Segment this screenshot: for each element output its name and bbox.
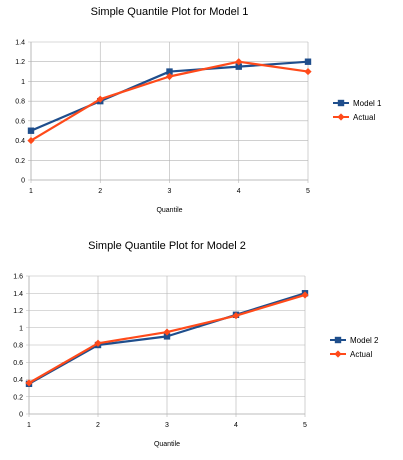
chart-2-legend: Model 2 Actual [330,336,379,359]
chart-1: Simple Quantile Plot for Model 1 0 0.2 0.4 0… [15,6,382,214]
chart-2-y-tick-label: 1 [19,325,23,332]
chart-2-series-2-point [94,339,102,347]
chart-2-legend-swatch-marker [334,336,342,344]
chart-1-series-2-point [96,95,104,103]
chart-2-y-tick-label: 0.6 [13,360,23,367]
chart-1-y-tick-label: 0.2 [15,158,25,165]
chart-2-legend-swatch-marker [334,350,342,358]
chart-2-x-axis-label: Quantile [154,441,180,448]
chart-1-series-1-point [166,68,173,75]
chart-1-series-1-point [27,127,35,134]
chart-2-legend-label: Actual [350,350,372,359]
chart-1-y-tick-label: 1.4 [15,40,25,47]
chart-1-series-2-point [235,58,243,66]
chart-1-series-2-point [27,136,35,145]
chart-1-y-tick-label: 1.2 [15,59,25,66]
chart-1-y-tick-label: 0.6 [15,118,25,125]
chart-1-y-tick-label: 0.8 [15,99,25,106]
chart-2-title: Simple Quantile Plot for Model 2 [88,240,246,252]
chart-2-x-tick-label: 1 [27,422,31,429]
chart-2-series-2-point [301,291,309,299]
chart-2: Simple Quantile Plot for Model 2 0 0.2 0.4 0… [13,240,379,448]
chart-2-series-2-point [163,328,171,336]
chart-1-legend-swatch-marker [337,99,345,107]
chart-2-y-tick-label: 0.8 [13,343,23,350]
chart-2-y-tick-label: 1.4 [13,291,23,298]
chart-1-legend-label: Actual [353,113,375,122]
chart-1-x-axis-label: Quantile [156,207,182,214]
chart-1-title: Simple Quantile Plot for Model 1 [91,6,249,18]
chart-1-series-1-point [304,58,312,65]
chart-1-x-tick-label: 3 [168,188,172,195]
chart-1-x-tick-label: 4 [237,188,241,195]
chart-2-x-tick-label: 5 [303,422,307,429]
chart-2-series-2-point [25,379,33,387]
chart-1-y-tick-label: 0 [21,178,25,185]
chart-2-y-tick-label: 0.4 [13,377,23,384]
chart-1-series-2-point [165,72,174,81]
chart-2-x-tick-label: 4 [234,422,238,429]
chart-2-y-tick-label: 1.6 [13,274,23,281]
chart-2-x-tick-label: 3 [165,422,169,429]
chart-1-legend-swatch-marker [337,113,345,121]
chart-1-x-tick-label: 5 [306,188,310,195]
chart-1-y-tick-label: 1 [21,79,25,86]
chart-1-y-tick-label: 0.4 [15,138,25,145]
chart-1-x-tick-label: 1 [29,188,33,195]
chart-2-y-tick-label: 1.2 [13,308,23,315]
chart-1-x-tick-label: 2 [98,188,102,195]
chart-2-y-tick-label: 0.2 [13,394,23,401]
chart-2-series-2-point [232,312,240,320]
chart-1-legend: Model 1 Actual [333,99,382,122]
chart-2-legend-label: Model 2 [350,336,379,345]
chart-2-y-tick-label: 0 [19,412,23,419]
chart-1-legend-label: Model 1 [353,99,382,108]
chart-1-series-2-point [304,67,312,76]
chart-2-series-1-point [163,333,171,340]
chart-2-x-tick-label: 2 [96,422,100,429]
chart-1-series-1-point [235,63,242,70]
